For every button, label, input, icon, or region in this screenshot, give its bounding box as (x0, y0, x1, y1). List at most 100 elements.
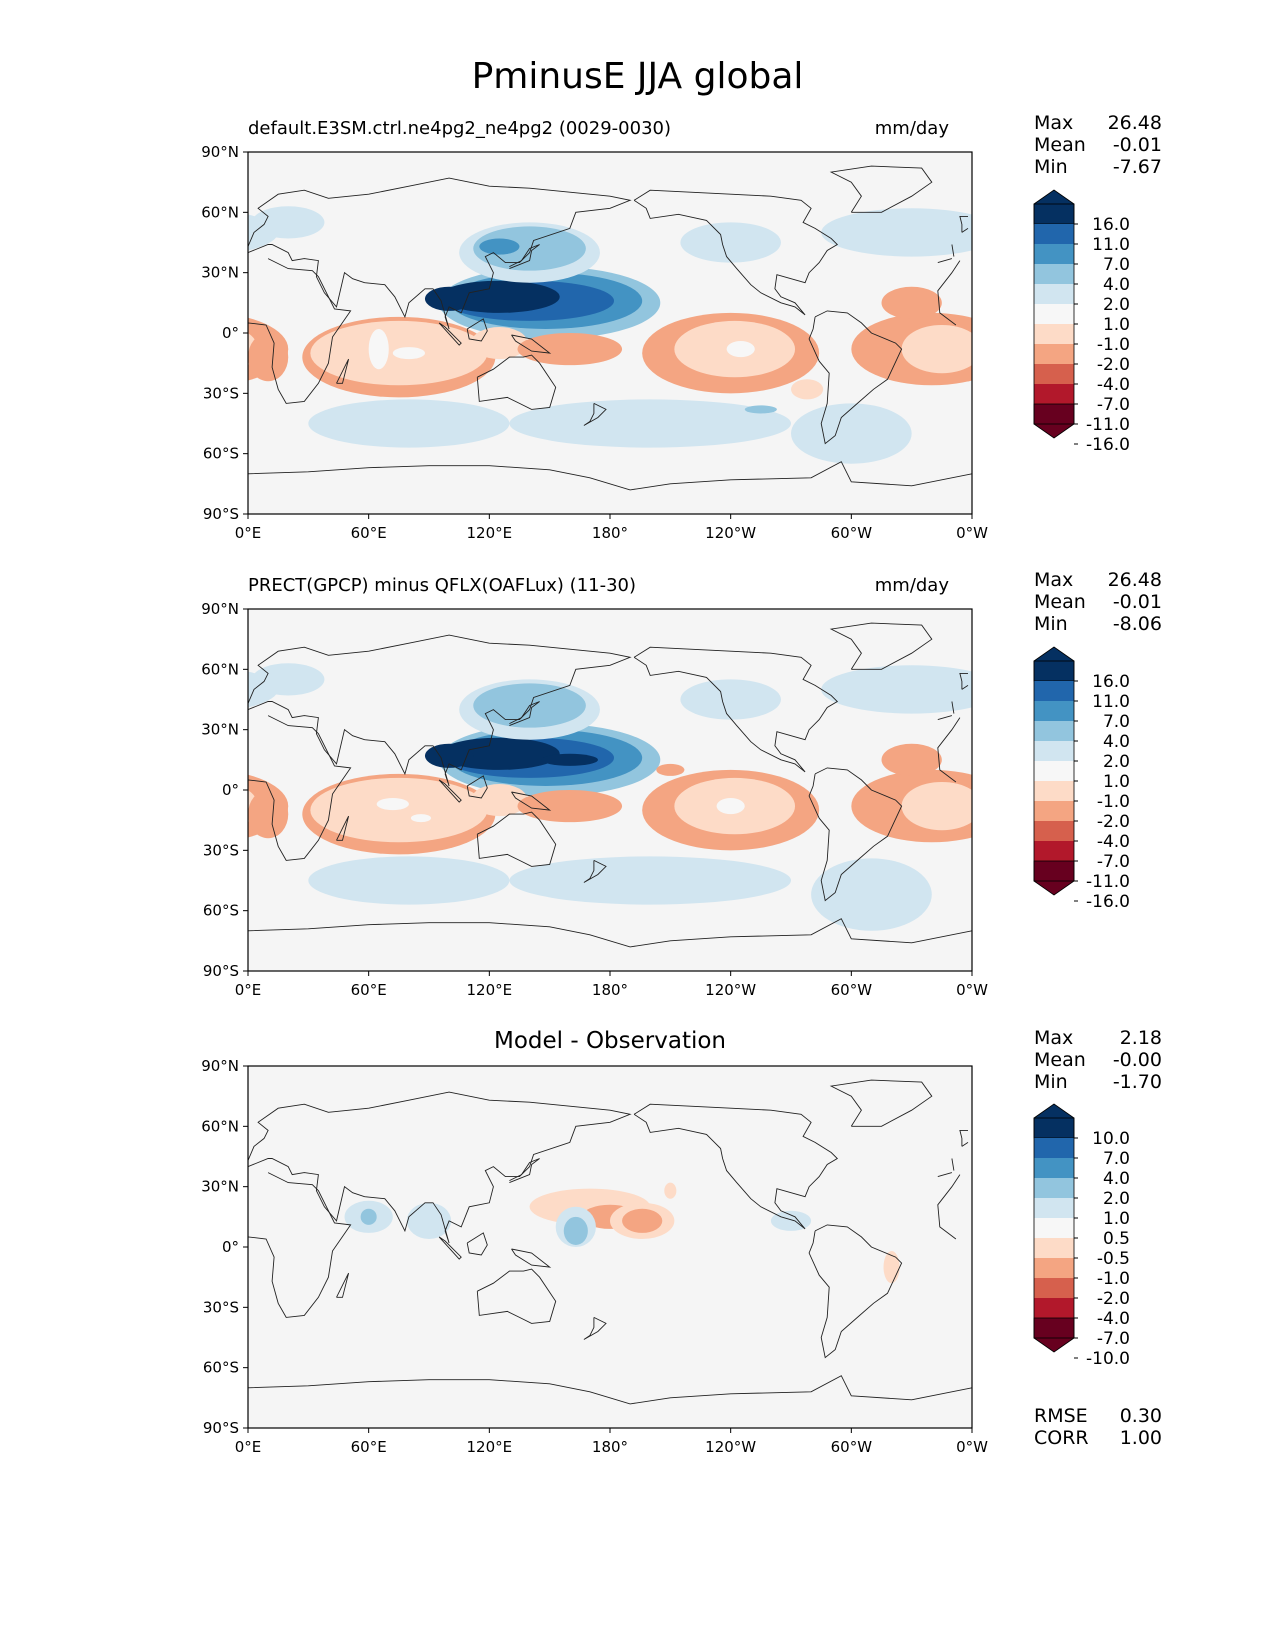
colorbar-extend-top (1033, 189, 1075, 225)
x-tick-label: 0°E (235, 524, 262, 542)
x-tick-label: 120°W (705, 1438, 756, 1456)
coastline (248, 1375, 972, 1405)
coastline (633, 1103, 839, 1230)
y-tick-label: 90°N (201, 600, 239, 618)
coastline (951, 244, 955, 257)
colorbar-segment (1034, 1238, 1074, 1258)
stat-max: 26.48 (1107, 569, 1162, 591)
colorbar-segment (1034, 1178, 1074, 1198)
x-tick-label: 120°E (467, 1438, 513, 1456)
colorbar-tick-label: -10.0 (1086, 1349, 1130, 1369)
colorbar-segment (1034, 384, 1074, 404)
contour-region (344, 1200, 393, 1233)
colorbar-segment (1034, 681, 1074, 701)
contour-region (791, 379, 824, 400)
colorbar-tick-label: -16.0 (1086, 435, 1130, 455)
x-tick-label: 120°W (705, 524, 756, 542)
colorbar-tick-label: 4.0 (1103, 732, 1130, 752)
colorbar-segment (1034, 1158, 1074, 1178)
contour-region (471, 783, 528, 817)
coastline (959, 1129, 968, 1147)
y-tick-label: 60°N (201, 660, 239, 678)
coastline (961, 685, 969, 690)
contour-region (821, 208, 972, 257)
x-tick-label: 60°W (831, 981, 873, 999)
contour-region (674, 320, 796, 378)
coastline (961, 1142, 969, 1147)
contour-region (410, 814, 432, 823)
colorbar-extend-top (1033, 646, 1075, 682)
y-tick-label: 60°S (203, 902, 239, 920)
coastline (336, 815, 350, 841)
coastline (248, 918, 972, 948)
contour-region (642, 769, 820, 851)
map-frame (247, 1065, 973, 1429)
contour-region (473, 683, 586, 728)
contour-region (471, 326, 528, 360)
colorbar-tick-label: -7.0 (1097, 395, 1130, 415)
x-tick-label: 60°W (831, 524, 873, 542)
colorbar-tick-label: -2.0 (1097, 1289, 1130, 1309)
colorbar-tick-label: -1.0 (1097, 792, 1130, 812)
panel2-title: PRECT(GPCP) minus QFLX(OAFLux) (11-30) (248, 575, 637, 596)
coastline (959, 215, 968, 233)
stat-min-label: Min (1034, 613, 1068, 635)
colorbar-tick-label: 11.0 (1092, 235, 1130, 255)
colorbar-tick-label: 16.0 (1092, 215, 1130, 235)
contour-region (509, 856, 791, 905)
contour-region (509, 399, 791, 448)
colorbar-segment (1034, 781, 1074, 801)
contour-region (302, 316, 496, 398)
coastline (937, 715, 953, 721)
colorbar-extend-top (1033, 1103, 1075, 1139)
colorbar-tick-label: -7.0 (1097, 1329, 1130, 1349)
contour-region (851, 769, 972, 843)
colorbar-frame (1033, 1117, 1075, 1339)
coastlines (248, 1079, 972, 1405)
x-tick-label: 60°E (351, 524, 387, 542)
y-tick-label: 90°S (203, 962, 239, 980)
contour-region (517, 790, 623, 823)
y-tick-label: 30°N (201, 264, 239, 282)
rmse-label: RMSE (1034, 1405, 1088, 1427)
colorbar-tick-label: 1.0 (1103, 315, 1130, 335)
contour-region (473, 226, 586, 271)
stat-min: -1.70 (1112, 1071, 1162, 1093)
contour-region (901, 324, 972, 374)
y-tick-label: 30°N (201, 721, 239, 739)
contour-region (308, 856, 510, 905)
coastline (511, 334, 552, 354)
contour-region (252, 663, 325, 696)
colorbar-segment (1034, 1218, 1074, 1238)
colorbar-tick-label: -11.0 (1086, 872, 1130, 892)
contour-region (881, 743, 942, 776)
colorbar-tick-label: 10.0 (1092, 1129, 1130, 1149)
colorbar-tick-label: 4.0 (1103, 1169, 1130, 1189)
coastline (511, 1248, 552, 1268)
contour-region (610, 1202, 675, 1239)
contour-region (656, 763, 685, 776)
coastline (583, 859, 607, 883)
stat-mean-label: Mean (1034, 591, 1086, 613)
coastline (829, 165, 933, 213)
contour-region (392, 347, 425, 360)
colorbar-segment (1034, 1198, 1074, 1218)
coastline (509, 244, 540, 270)
contour-region (821, 665, 972, 714)
stat-min: -7.67 (1112, 156, 1162, 178)
colorbar-extend-bottom (1033, 860, 1075, 896)
colorbar-tick-label: 7.0 (1103, 1149, 1130, 1169)
stat-mean: -0.00 (1112, 1049, 1162, 1071)
coastline (248, 715, 352, 861)
y-tick-label: 30°N (201, 1178, 239, 1196)
x-tick-label: 180° (592, 981, 628, 999)
colorbar-tick-label: 4.0 (1103, 275, 1130, 295)
coastline (248, 461, 972, 491)
y-tick-label: 60°S (203, 1359, 239, 1377)
map-background (248, 609, 972, 971)
contour-region (517, 333, 623, 366)
contour-region (424, 286, 474, 311)
contour-region (563, 1216, 588, 1245)
coastline (937, 260, 961, 326)
